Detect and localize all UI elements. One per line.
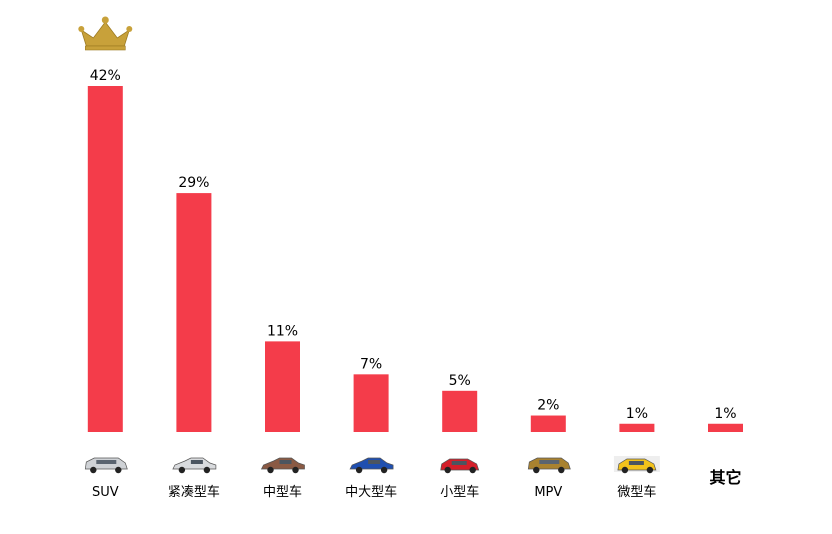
car-icons <box>84 456 660 474</box>
bar-7 <box>619 423 655 432</box>
value-label-7: 1% <box>626 406 648 422</box>
small-car-icon <box>440 458 480 474</box>
value-label-4: 7% <box>360 356 382 372</box>
bar-3 <box>265 341 300 432</box>
category-labels: SUV 紧凑型车 中型车 中大型车 小型车 MPV 微型车 其它 <box>92 468 742 500</box>
mpv-icon <box>527 457 571 474</box>
category-label-7: 微型车 <box>617 484 656 500</box>
micro-car-icon <box>613 456 660 474</box>
bar-6 <box>530 415 566 432</box>
large-sedan-icon <box>349 457 394 474</box>
value-label-5: 5% <box>449 373 471 389</box>
category-label-6: MPV <box>534 485 562 500</box>
category-label-4: 中大型车 <box>345 484 397 500</box>
value-label-6: 2% <box>537 398 559 414</box>
bar-4 <box>353 374 389 432</box>
suv-car-icon <box>84 457 128 474</box>
midsize-car-icon <box>260 457 305 474</box>
compact-car-icon <box>172 457 217 474</box>
category-label-3: 中型车 <box>263 484 302 500</box>
value-label-1: 42% <box>90 68 121 84</box>
category-label-2: 紧凑型车 <box>168 484 220 500</box>
category-label-8: 其它 <box>709 468 741 487</box>
bar-5 <box>442 390 478 432</box>
bar-2 <box>176 193 212 432</box>
crown-icon <box>78 16 133 51</box>
value-label-3: 11% <box>267 323 298 339</box>
value-label-2: 29% <box>178 175 209 191</box>
value-labels: 42% 29% 11% 7% 5% 2% 1% 1% <box>90 68 737 422</box>
category-label-1: SUV <box>92 485 119 500</box>
value-label-8: 1% <box>714 406 736 422</box>
bar-8 <box>708 423 743 432</box>
bars <box>87 86 743 432</box>
category-label-5: 小型车 <box>440 484 479 500</box>
bar-1 <box>87 86 123 432</box>
